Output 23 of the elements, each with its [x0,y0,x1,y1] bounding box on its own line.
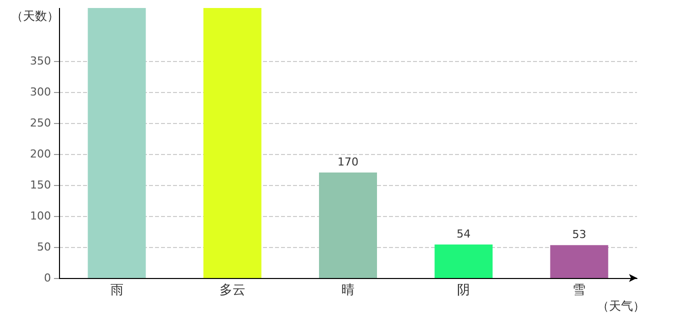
bar [203,8,262,278]
y-tick-label: 0 [44,272,51,284]
x-tick-label: 晴 [342,283,354,298]
y-tick-label: 50 [37,240,51,254]
x-axis-title: （天气） [597,299,645,313]
bar [88,8,146,278]
y-tick-label: 150 [30,178,51,192]
bar [550,245,608,278]
y-tick-label: 350 [30,54,51,68]
y-tick-label: 200 [30,147,51,160]
x-tick-label: 雨 [110,283,124,298]
data-label: 54 [456,227,471,240]
y-tick-label: 300 [30,85,51,98]
y-tick-label: 100 [30,209,51,222]
bar [434,244,493,278]
x-tick-label: 多云 [219,283,246,298]
x-tick-label: 雪 [572,283,586,298]
bar [319,172,377,278]
x-tick-label: 阴 [457,283,470,298]
y-axis-title: （天数） [11,9,59,23]
data-label: 53 [572,228,586,242]
data-label: 170 [338,155,358,168]
y-tick-label: 250 [30,116,51,130]
